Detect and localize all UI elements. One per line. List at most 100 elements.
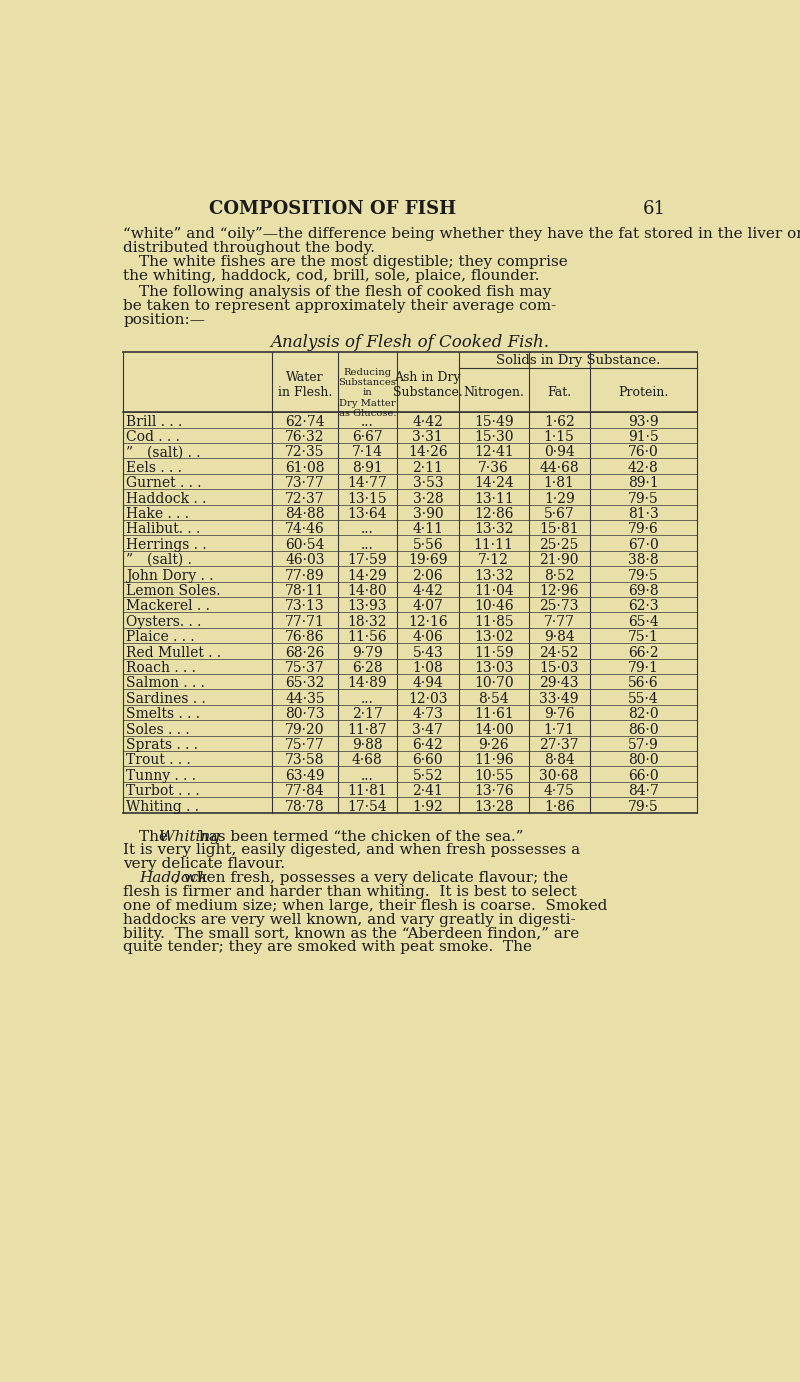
Text: Haddock . .: Haddock . . [126, 492, 206, 506]
Text: Lemon Soles.: Lemon Soles. [126, 585, 221, 598]
Text: haddocks are very well known, and vary greatly in digesti-: haddocks are very well known, and vary g… [123, 912, 576, 927]
Text: 44·35: 44·35 [285, 692, 325, 706]
Text: 13·93: 13·93 [348, 600, 387, 614]
Text: 77·71: 77·71 [285, 615, 325, 629]
Text: 10·46: 10·46 [474, 600, 514, 614]
Text: Mackerel . .: Mackerel . . [126, 600, 210, 614]
Text: 93·9: 93·9 [628, 415, 658, 428]
Text: 14·29: 14·29 [347, 568, 387, 583]
Text: very delicate flavour.: very delicate flavour. [123, 857, 286, 871]
Text: 15·03: 15·03 [539, 661, 579, 674]
Text: 17·54: 17·54 [347, 800, 387, 814]
Text: 14·24: 14·24 [474, 477, 514, 491]
Text: 75·1: 75·1 [628, 630, 658, 644]
Text: 14·00: 14·00 [474, 723, 514, 737]
Text: Herrings . .: Herrings . . [126, 538, 207, 551]
Text: “white” and “oily”—the difference being whether they have the fat stored in the : “white” and “oily”—the difference being … [123, 228, 800, 242]
Text: COMPOSITION OF FISH: COMPOSITION OF FISH [209, 200, 456, 218]
Text: Fat.: Fat. [547, 386, 571, 399]
Text: Brill . . .: Brill . . . [126, 415, 182, 428]
Text: Gurnet . . .: Gurnet . . . [126, 477, 202, 491]
Text: 0·94: 0·94 [544, 445, 574, 459]
Text: 84·88: 84·88 [286, 507, 325, 521]
Text: Whiting . .: Whiting . . [126, 800, 199, 814]
Text: 4·06: 4·06 [413, 630, 443, 644]
Text: 15·81: 15·81 [539, 522, 579, 536]
Text: 69·8: 69·8 [628, 585, 658, 598]
Text: 24·52: 24·52 [539, 645, 579, 659]
Text: 1·86: 1·86 [544, 800, 574, 814]
Text: 73·13: 73·13 [285, 600, 325, 614]
Text: The following analysis of the flesh of cooked fish may: The following analysis of the flesh of c… [138, 285, 551, 299]
Text: 30·68: 30·68 [539, 768, 579, 782]
Text: 65·4: 65·4 [628, 615, 658, 629]
Text: Sprats . . .: Sprats . . . [126, 738, 198, 752]
Text: 9·84: 9·84 [544, 630, 574, 644]
Text: 79·1: 79·1 [628, 661, 658, 674]
Text: 3·28: 3·28 [413, 492, 443, 506]
Text: 4·42: 4·42 [412, 585, 443, 598]
Text: 44·68: 44·68 [539, 460, 579, 475]
Text: 1·62: 1·62 [544, 415, 574, 428]
Text: 7·77: 7·77 [544, 615, 574, 629]
Text: 76·0: 76·0 [628, 445, 658, 459]
Text: ” (salt) .: ” (salt) . [126, 553, 192, 567]
Text: 12·96: 12·96 [539, 585, 579, 598]
Text: 75·77: 75·77 [285, 738, 325, 752]
Text: 2·11: 2·11 [412, 460, 443, 475]
Text: 38·8: 38·8 [628, 553, 658, 567]
Text: 79·6: 79·6 [628, 522, 658, 536]
Text: 55·4: 55·4 [628, 692, 658, 706]
Text: Reducing
Substances
in
Dry Matter
as Glucose.: Reducing Substances in Dry Matter as Glu… [338, 368, 396, 419]
Text: Nitrogen.: Nitrogen. [463, 386, 524, 399]
Text: 13·32: 13·32 [474, 568, 514, 583]
Text: 4·73: 4·73 [412, 708, 443, 721]
Text: 33·49: 33·49 [539, 692, 579, 706]
Text: 65·32: 65·32 [286, 676, 325, 691]
Text: 6·60: 6·60 [413, 753, 443, 767]
Text: Protein.: Protein. [618, 386, 669, 399]
Text: 4·94: 4·94 [412, 676, 443, 691]
Text: the whiting, haddock, cod, brill, sole, plaice, flounder.: the whiting, haddock, cod, brill, sole, … [123, 269, 540, 283]
Text: 14·80: 14·80 [347, 585, 387, 598]
Text: 1·81: 1·81 [544, 477, 574, 491]
Text: 3·31: 3·31 [413, 430, 443, 444]
Text: 13·32: 13·32 [474, 522, 514, 536]
Text: 5·52: 5·52 [413, 768, 443, 782]
Text: ...: ... [361, 415, 374, 428]
Text: 2·41: 2·41 [412, 784, 443, 799]
Text: quite tender; they are smoked with peat smoke.  The: quite tender; they are smoked with peat … [123, 941, 532, 955]
Text: John Dory . .: John Dory . . [126, 568, 214, 583]
Text: 11·61: 11·61 [474, 708, 514, 721]
Text: flesh is firmer and harder than whiting.  It is best to select: flesh is firmer and harder than whiting.… [123, 884, 577, 900]
Text: Analysis of Flesh of Cooked Fish.: Analysis of Flesh of Cooked Fish. [270, 333, 550, 351]
Text: 86·0: 86·0 [628, 723, 658, 737]
Text: 67·0: 67·0 [628, 538, 658, 551]
Text: Whiting: Whiting [159, 829, 220, 843]
Text: distributed throughout the body.: distributed throughout the body. [123, 242, 375, 256]
Text: bility.  The small sort, known as the “Aberdeen findon,” are: bility. The small sort, known as the “Ab… [123, 926, 579, 941]
Text: 13·02: 13·02 [474, 630, 514, 644]
Text: 8·91: 8·91 [352, 460, 382, 475]
Text: 46·03: 46·03 [286, 553, 325, 567]
Text: 79·20: 79·20 [286, 723, 325, 737]
Text: 29·43: 29·43 [539, 676, 579, 691]
Text: Hake . . .: Hake . . . [126, 507, 190, 521]
Text: ” (salt) . .: ” (salt) . . [126, 445, 201, 459]
Text: 4·42: 4·42 [412, 415, 443, 428]
Text: 14·89: 14·89 [347, 676, 387, 691]
Text: Soles . . .: Soles . . . [126, 723, 190, 737]
Text: 12·03: 12·03 [408, 692, 447, 706]
Text: 25·25: 25·25 [539, 538, 579, 551]
Text: 66·0: 66·0 [628, 768, 658, 782]
Text: 77·89: 77·89 [285, 568, 325, 583]
Text: Roach . . .: Roach . . . [126, 661, 196, 674]
Text: Smelts . . .: Smelts . . . [126, 708, 200, 721]
Text: Water
in Flesh.: Water in Flesh. [278, 370, 332, 398]
Text: 4·75: 4·75 [544, 784, 574, 799]
Text: The: The [138, 829, 173, 843]
Text: 77·84: 77·84 [285, 784, 325, 799]
Text: 4·68: 4·68 [352, 753, 382, 767]
Text: 11·81: 11·81 [347, 784, 387, 799]
Text: 42·8: 42·8 [628, 460, 658, 475]
